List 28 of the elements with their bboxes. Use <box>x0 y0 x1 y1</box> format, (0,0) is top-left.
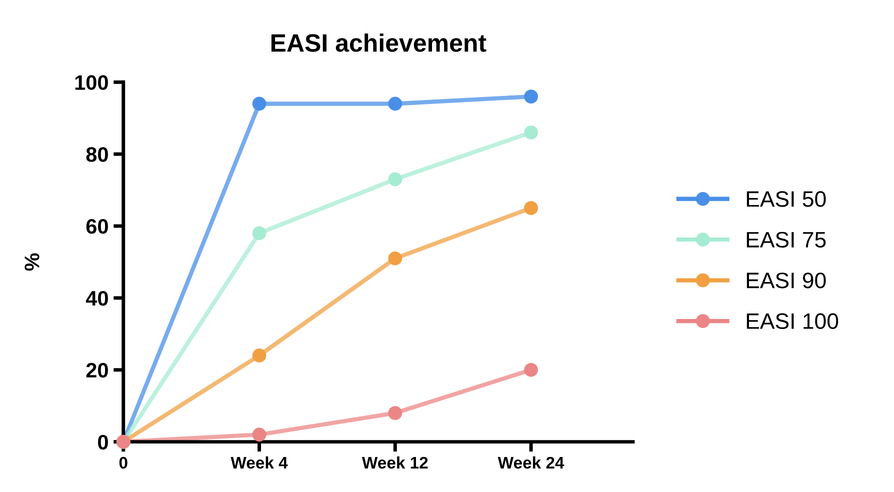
point <box>388 172 402 186</box>
x-tick-label: Week 12 <box>362 456 428 469</box>
legend-label: EASI 75 <box>746 232 826 248</box>
x-tick-label: Week 4 <box>230 456 288 469</box>
point <box>252 96 266 111</box>
legend-label: EASI 50 <box>746 191 826 207</box>
y-tick-label: 60 <box>86 219 108 234</box>
point <box>252 428 266 442</box>
point <box>388 96 402 111</box>
legend-label: EASI 90 <box>746 272 826 288</box>
point <box>524 201 538 215</box>
y-tick-label: 40 <box>86 290 108 306</box>
point <box>388 406 402 420</box>
y-tick-label: 100 <box>75 75 108 90</box>
point <box>388 251 402 266</box>
point <box>252 348 266 362</box>
x-tick-label: 0 <box>119 456 128 469</box>
y-tick-label: 0 <box>98 434 108 450</box>
point <box>524 90 538 104</box>
point <box>524 362 538 377</box>
chart-title: EASI achievement <box>271 33 486 52</box>
y-axis-title: % <box>24 253 40 271</box>
y-tick-label: 20 <box>86 362 108 378</box>
y-tick-label: 80 <box>86 147 108 162</box>
point <box>524 126 538 140</box>
point <box>252 226 266 240</box>
x-tick-label: Week 24 <box>498 456 564 469</box>
legend-label: EASI 100 <box>746 313 838 330</box>
